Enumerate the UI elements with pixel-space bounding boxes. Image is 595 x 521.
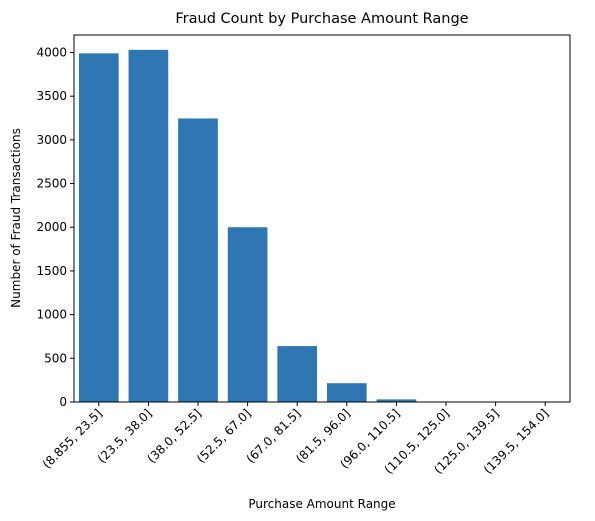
x-tick-label: (8.855, 23.5]	[40, 406, 105, 471]
chart-title: Fraud Count by Purchase Amount Range	[175, 11, 468, 27]
bar	[227, 227, 268, 402]
bar	[277, 346, 318, 402]
y-tick-label: 2000	[36, 220, 67, 234]
bar	[128, 49, 169, 402]
x-axis: (8.855, 23.5](23.5, 38.0](38.0, 52.5](52…	[40, 402, 551, 477]
y-tick-label: 3500	[36, 89, 67, 103]
bar	[178, 118, 218, 402]
y-tick-label: 0	[59, 395, 67, 409]
y-tick-label: 4000	[36, 45, 67, 59]
bar	[376, 399, 417, 402]
y-tick-label: 3000	[36, 133, 67, 147]
y-tick-label: 1500	[36, 264, 67, 278]
y-tick-label: 2500	[36, 177, 67, 191]
y-axis-title: Number of Fraud Transactions	[9, 128, 23, 308]
bars-group	[78, 49, 566, 402]
plot-frame	[73, 34, 571, 403]
bar	[326, 383, 367, 402]
y-axis: 0 500 1000 1500 2000 2500 3000 3500 4000	[36, 45, 74, 409]
bar	[78, 53, 119, 402]
y-tick-label: 500	[44, 351, 67, 365]
y-tick-label: 1000	[36, 308, 67, 322]
x-axis-title: Purchase Amount Range	[248, 497, 395, 511]
